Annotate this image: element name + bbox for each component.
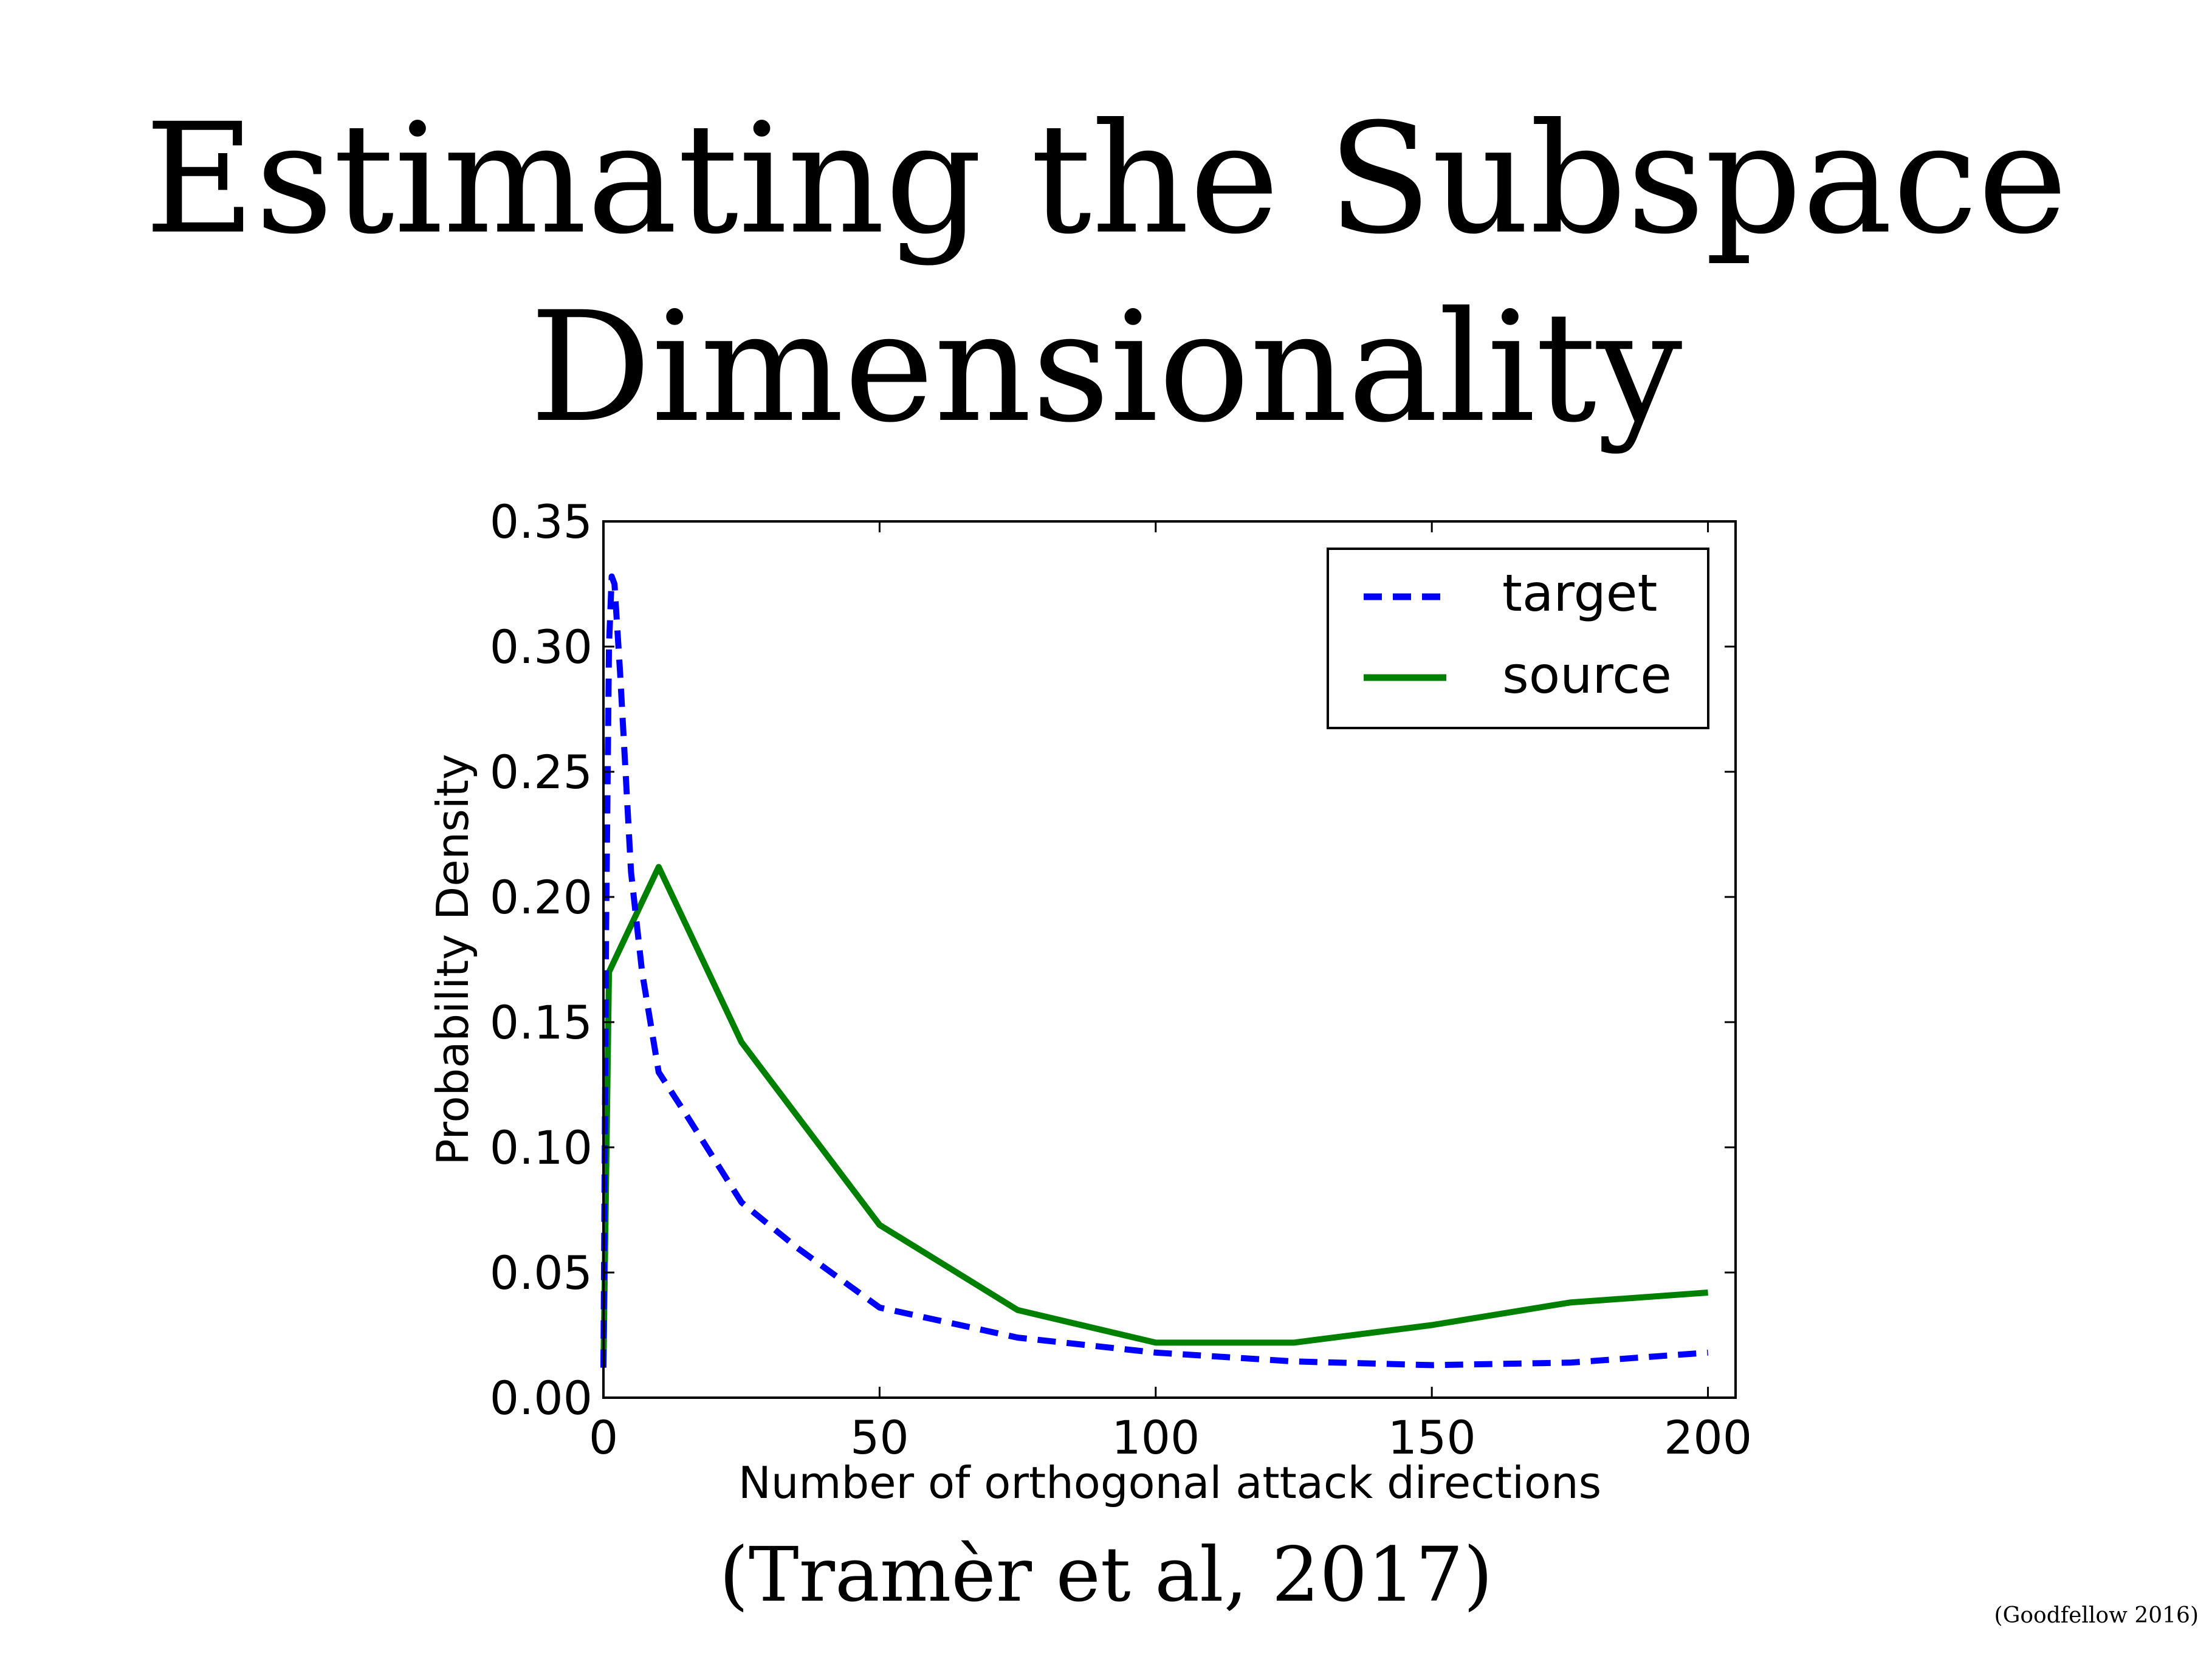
x-tick-label: 150 (1388, 1410, 1476, 1465)
legend-label-source: source (1502, 645, 1672, 705)
x-tick-label: 100 (1111, 1410, 1200, 1465)
x-axis: 0 50 100 150 200 (589, 521, 1752, 1465)
series-line-target (600, 573, 1708, 1369)
citation: (Tramèr et al, 2017) (719, 1531, 1493, 1619)
plot-frame (602, 520, 1737, 1399)
y-tick-label: 0.10 (490, 1121, 592, 1175)
y-tick-label: 0.05 (490, 1246, 592, 1300)
y-tick-label: 0.30 (490, 620, 592, 674)
slide-title-line-2: Dimensionality (529, 279, 1683, 456)
x-tick-label: 0 (589, 1410, 618, 1465)
legend: target source (1327, 548, 1709, 729)
series-line-source (600, 864, 1708, 1368)
author-credit: (Goodfellow 2016) (1994, 1603, 2199, 1628)
plot-area (600, 573, 1708, 1369)
y-tick-label: 0.35 (490, 495, 592, 549)
y-axis-label: Probability Density (427, 754, 478, 1165)
y-tick-label: 0.00 (490, 1371, 592, 1425)
slide-title: Estimating the Subspace Dimensionality (0, 85, 2212, 462)
x-tick-label: 50 (850, 1410, 909, 1465)
x-tick-label: 200 (1664, 1410, 1752, 1465)
y-axis: 0.00 0.05 0.10 0.15 0.20 0.25 0.30 0.35 (490, 495, 1736, 1425)
legend-box (1327, 548, 1709, 729)
y-tick-label: 0.25 (490, 745, 592, 799)
slide-title-line-1: Estimating the Subspace (144, 91, 2068, 267)
y-tick-label: 0.15 (490, 995, 592, 1049)
x-axis-label: Number of orthogonal attack directions (738, 1457, 1601, 1508)
y-tick-label: 0.20 (490, 870, 592, 924)
legend-label-target: target (1502, 563, 1657, 623)
